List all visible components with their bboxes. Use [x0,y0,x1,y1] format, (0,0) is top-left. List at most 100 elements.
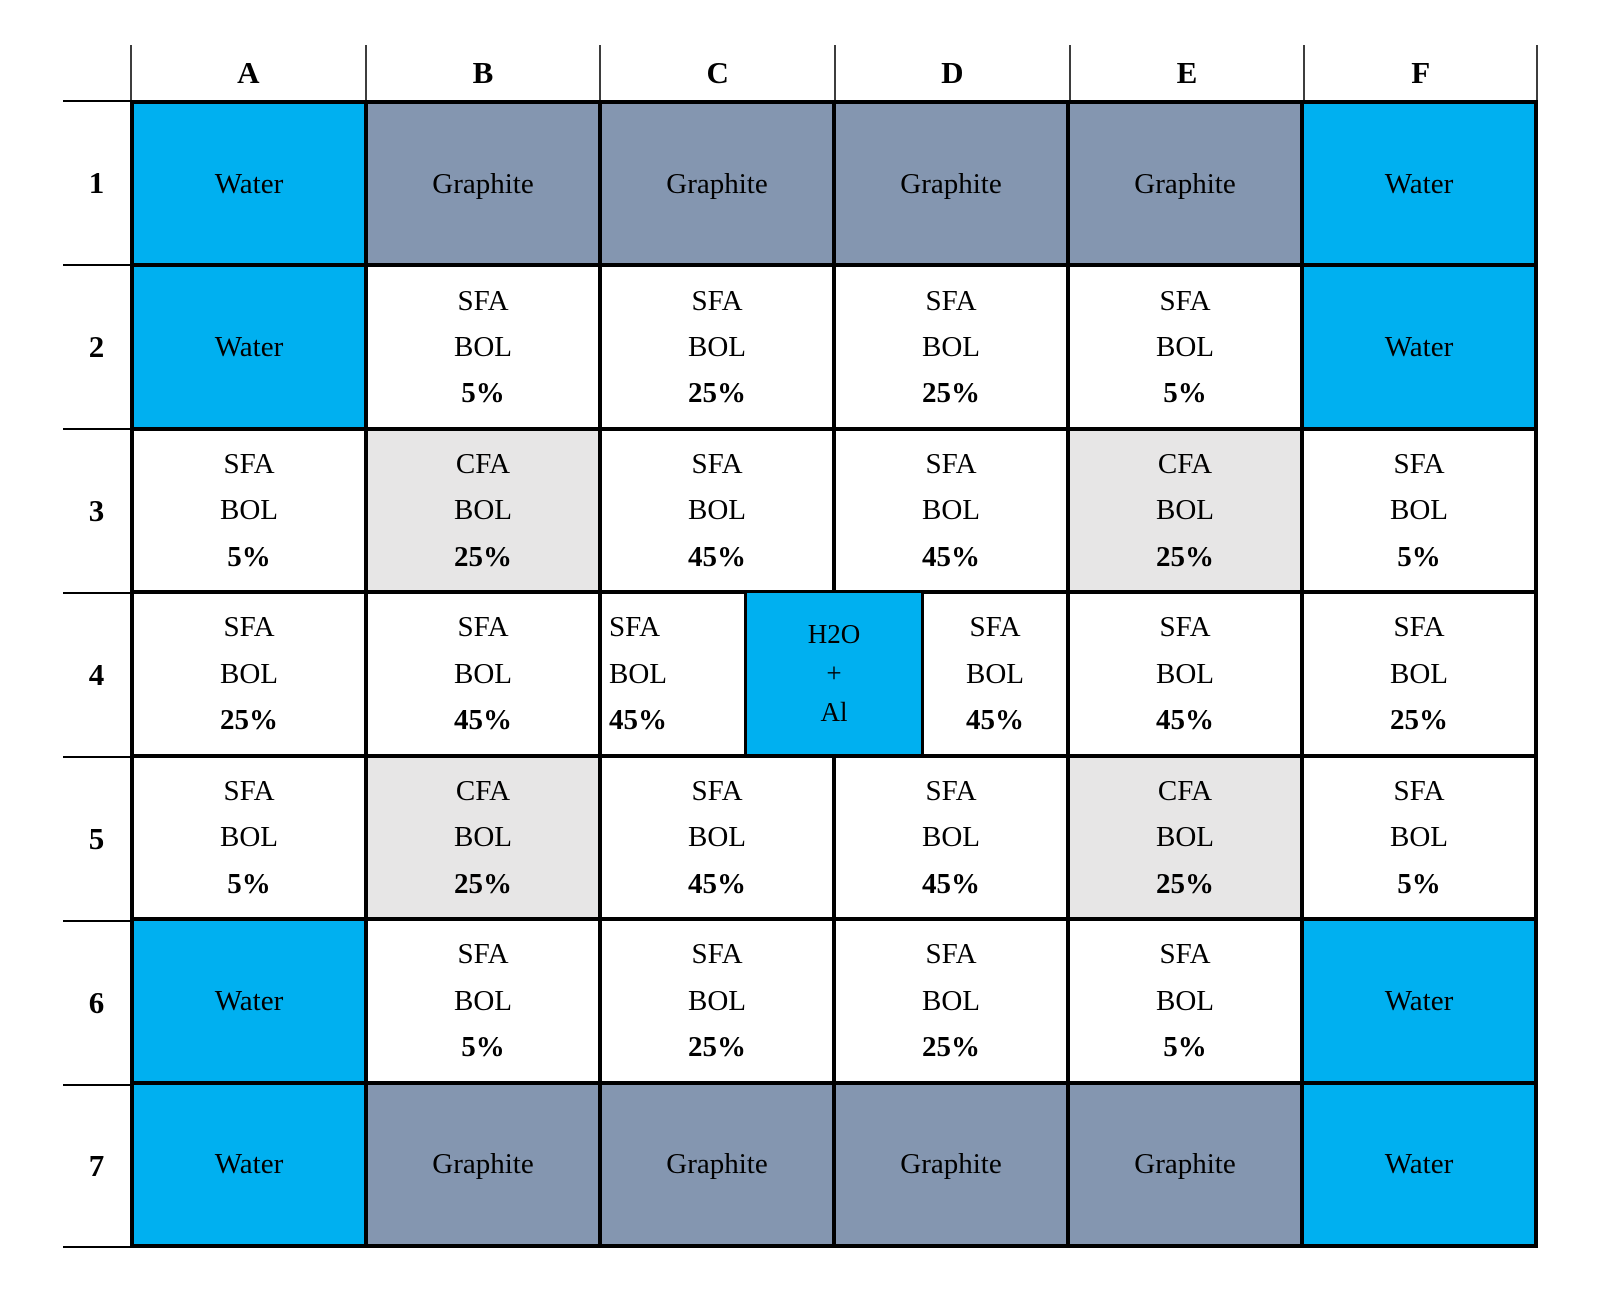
row-header-2: 2 [63,264,130,428]
cell-text-line: SFA [1393,447,1445,480]
cell-text-line: BOL [454,821,512,854]
cell-F7-water: Water [1304,1084,1534,1244]
cell-text-line: 25% [922,377,980,410]
cell-text-line: CFA [1157,447,1213,480]
cell-text-line: BOL [1390,821,1448,854]
cell-text-line: SFA [691,447,743,480]
cell-text-line: SFA [691,774,743,807]
cell-text-line: SFA [925,447,977,480]
row-header-7: 7 [63,1084,130,1248]
cell-text-line: 25% [1156,867,1214,900]
cell-text-line: 25% [1390,704,1448,737]
cell-text-line: BOL [454,330,512,363]
cell-text-line: SFA [223,774,275,807]
cell-text-line: Graphite [666,167,768,200]
cell-B7-graphite: Graphite [368,1084,598,1244]
cell-text-line: Graphite [432,167,534,200]
cell-text-line: Graphite [1134,167,1236,200]
row-header-3: 3 [63,428,130,592]
cell-text-line: CFA [455,774,511,807]
cell-F3-sfa: SFA BOL 5% [1304,430,1534,591]
cell-B3-cfa: CFA BOL 25% [368,430,598,591]
cell-text-line: BOL [454,494,512,527]
cell-text-line: 5% [1163,1031,1207,1064]
cell-text-line: 5% [461,377,505,410]
cell-text-line: 25% [922,1031,980,1064]
cell-text-line: BOL [220,494,278,527]
column-header-C: C [599,45,834,100]
cell-E3-cfa: CFA BOL 25% [1070,430,1300,591]
cell-text-line: 5% [227,867,271,900]
cell-text-line: CFA [1157,774,1213,807]
cell-B5-cfa: CFA BOL 25% [368,757,598,918]
cell-text-line: 45% [609,704,667,737]
cell-A5-sfa: SFA BOL 5% [134,757,364,918]
cell-text-line: Graphite [432,1148,534,1181]
cell-E1-graphite: Graphite [1070,104,1300,264]
cell-text-line: SFA [457,938,509,971]
insert-text-line: Al [820,697,848,728]
cell-text-line: 25% [220,704,278,737]
cell-text-line: BOL [220,821,278,854]
cell-text-line: Water [1384,984,1454,1017]
cell-E5-cfa: CFA BOL 25% [1070,757,1300,918]
cell-text-line: SFA [1159,611,1211,644]
cell-text-line: Water [1384,167,1454,200]
insert-text-line: H2O [807,618,861,649]
cell-E7-graphite: Graphite [1070,1084,1300,1244]
cell-text-line: BOL [688,984,746,1017]
cell-text-line: 25% [688,377,746,410]
cell-text-line: BOL [1156,330,1214,363]
insert-text-line: + [826,657,842,688]
cell-text-line: CFA [455,447,511,480]
cell-text-line: SFA [1159,938,1211,971]
cell-text-line: BOL [454,657,512,690]
cell-text-line: Water [214,330,284,363]
cell-text-line: SFA [457,284,509,317]
cell-text-line: BOL [922,330,980,363]
cell-text-line: 5% [1397,867,1441,900]
cell-text-line: 45% [454,704,512,737]
cell-text-line: 45% [922,540,980,573]
cell-E6-sfa: SFA BOL 5% [1070,921,1300,1081]
cell-text-line: SFA [925,774,977,807]
cell-text-line: Graphite [900,167,1002,200]
row-header-1: 1 [63,100,130,264]
cell-A7-water: Water [134,1084,364,1244]
cell-C1-graphite: Graphite [602,104,832,264]
cell-text-line: SFA [223,611,275,644]
cell-A4-sfa: SFA BOL 25% [134,594,364,754]
cell-E4-sfa: SFA BOL 45% [1070,594,1300,754]
cell-text-line: 45% [688,867,746,900]
cell-C7-graphite: Graphite [602,1084,832,1244]
cell-text-line: BOL [688,494,746,527]
cell-D5-sfa: SFA BOL 45% [836,757,1066,918]
cell-text-line: BOL [1156,984,1214,1017]
cell-D1-graphite: Graphite [836,104,1066,264]
cell-text-line: BOL [1390,657,1448,690]
cell-text-line: BOL [922,821,980,854]
cell-text-line: Water [214,1148,284,1181]
cell-text-line: BOL [688,821,746,854]
cell-text-line: Water [1384,1148,1454,1181]
cell-text-line: Graphite [666,1148,768,1181]
cell-B1-graphite: Graphite [368,104,598,264]
cell-F2-water: Water [1304,267,1534,427]
cell-text-line: Graphite [1134,1148,1236,1181]
cell-text-line: BOL [220,657,278,690]
cell-text-line: SFA [1393,611,1445,644]
cell-text-line: 45% [688,540,746,573]
cell-text-line: SFA [925,938,977,971]
column-header-D: D [834,45,1069,100]
cell-text-line: SFA [609,611,661,644]
row-header-4: 4 [63,592,130,756]
row-header-6: 6 [63,920,130,1084]
cell-text-line: SFA [1393,774,1445,807]
cell-text-line: 45% [1156,704,1214,737]
cell-text-line: 45% [966,704,1024,737]
cell-text-line: Water [214,167,284,200]
cell-B6-sfa: SFA BOL 5% [368,921,598,1081]
